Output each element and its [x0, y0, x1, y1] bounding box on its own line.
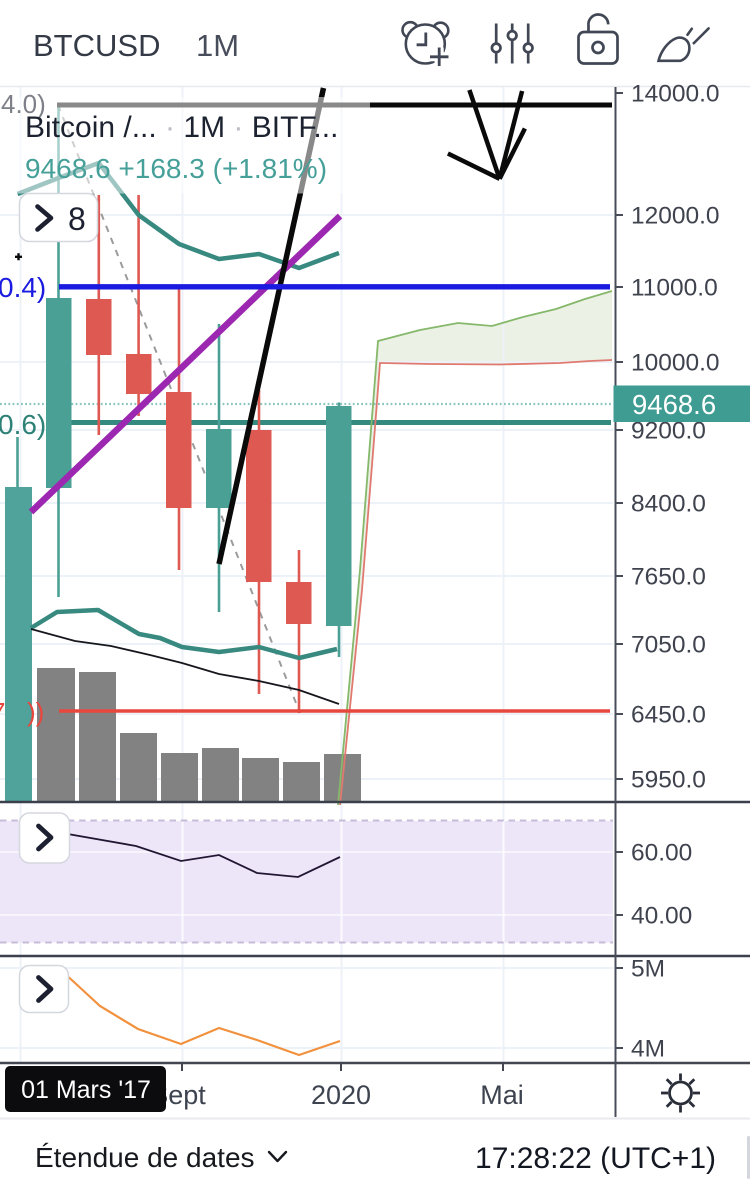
- svg-text:2020: 2020: [311, 1080, 371, 1110]
- svg-text:Étendue de dates: Étendue de dates: [35, 1142, 255, 1173]
- svg-text:6450.0: 6450.0: [631, 702, 706, 729]
- svg-text:8: 8: [68, 201, 86, 237]
- svg-text:)): )): [27, 697, 44, 727]
- svg-text:0.4): 0.4): [0, 272, 46, 303]
- svg-text:Mai: Mai: [480, 1080, 524, 1110]
- svg-text:7650.0: 7650.0: [631, 564, 706, 591]
- svg-text:14000.0: 14000.0: [631, 81, 720, 108]
- svg-text:9468.6 +168.3 (+1.81%): 9468.6 +168.3 (+1.81%): [25, 153, 327, 184]
- svg-text:11000.0: 11000.0: [631, 275, 718, 302]
- svg-text:4M: 4M: [631, 1036, 665, 1063]
- svg-text:4.0): 4.0): [1, 89, 46, 119]
- svg-text:7: 7: [0, 697, 5, 727]
- svg-text:10000.0: 10000.0: [631, 350, 720, 377]
- svg-text:BTCUSD: BTCUSD: [33, 28, 160, 63]
- svg-text:7050.0: 7050.0: [631, 632, 706, 659]
- svg-text:40.00: 40.00: [631, 903, 692, 930]
- svg-text:01 Mars '17: 01 Mars '17: [21, 1076, 151, 1104]
- svg-text:Bitcoin /... · 1M · BITF...: Bitcoin /... · 1M · BITF...: [25, 111, 338, 144]
- svg-text:1M: 1M: [196, 28, 239, 63]
- svg-text:9468.6: 9468.6: [632, 389, 716, 420]
- svg-text:17:28:22 (UTC+1): 17:28:22 (UTC+1): [475, 1142, 716, 1175]
- svg-text:60.00: 60.00: [631, 840, 692, 867]
- svg-text:5M: 5M: [631, 956, 665, 983]
- svg-text:8400.0: 8400.0: [631, 491, 706, 518]
- svg-text:12000.0: 12000.0: [631, 203, 720, 230]
- svg-text:0.6): 0.6): [0, 409, 46, 440]
- svg-text:5950.0: 5950.0: [631, 767, 706, 794]
